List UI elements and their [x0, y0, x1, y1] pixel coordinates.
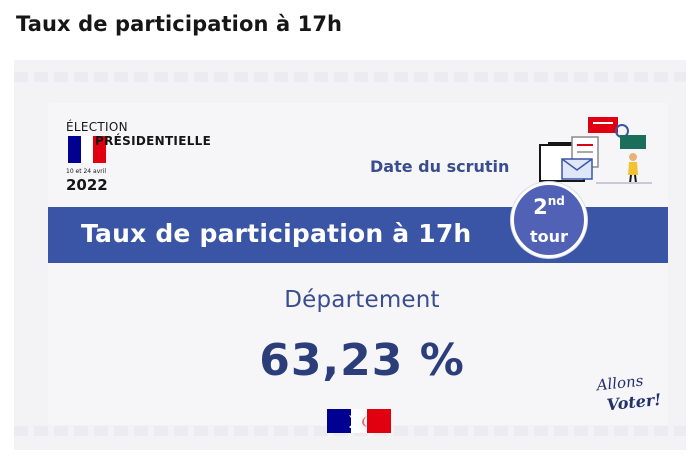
election-label: ÉLECTION: [66, 120, 128, 134]
participation-rate: 63,23 %: [259, 335, 465, 386]
round-badge: 2nd tour: [511, 182, 587, 258]
round-label: tour: [530, 227, 568, 246]
scope-label: Département: [284, 287, 440, 313]
republique-francaise-logo: [327, 409, 391, 433]
slogan: Allons Voter!: [592, 367, 669, 424]
slogan-line-1: Allons: [595, 371, 645, 395]
page-title: Taux de participation à 17h: [16, 12, 343, 36]
banner-title: Taux de participation à 17h: [81, 219, 472, 248]
french-flag-icon: [68, 136, 106, 163]
date-label: Date du scrutin: [370, 157, 510, 176]
election-header: ÉLECTION PRÉSIDENTIELLE 10 et 24 avril 2…: [66, 117, 226, 197]
election-year: 2022: [66, 176, 108, 194]
round-number: 2nd: [533, 194, 565, 219]
ballot-box-illustration: [539, 117, 652, 184]
participation-card: ÉLECTION PRÉSIDENTIELLE 10 et 24 avril 2…: [48, 103, 669, 433]
background-text-line: [14, 72, 686, 82]
election-type-label: PRÉSIDENTIELLE: [95, 134, 212, 148]
election-dates: 10 et 24 avril: [66, 168, 107, 175]
slogan-line-2: Voter!: [605, 389, 663, 415]
